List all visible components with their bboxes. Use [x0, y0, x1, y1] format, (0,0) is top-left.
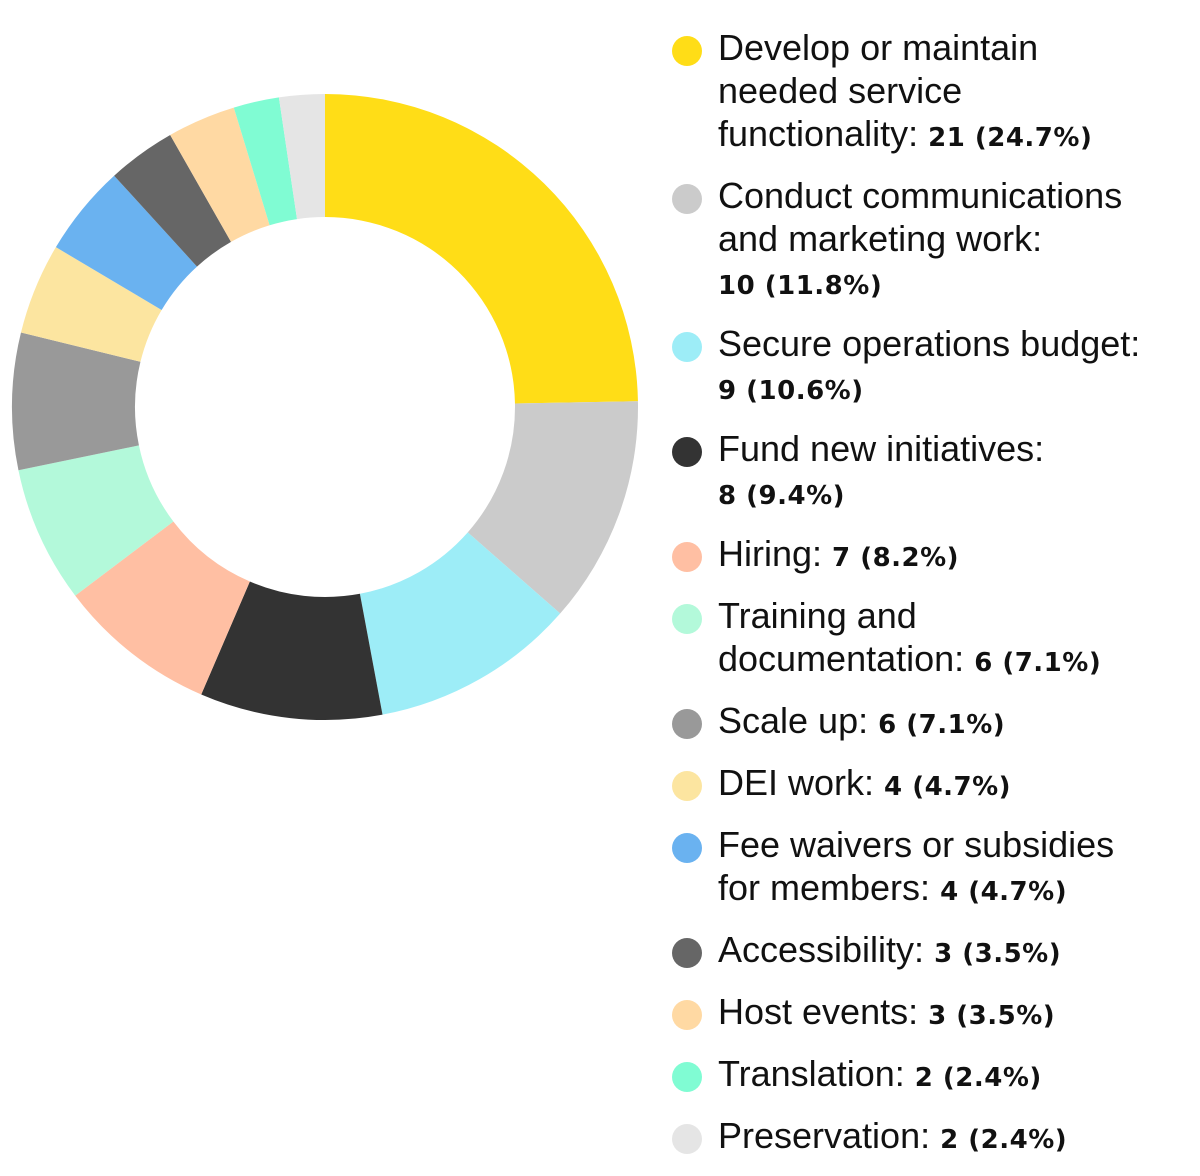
- donut-slice-10: [170, 107, 270, 242]
- donut-slice-2: [359, 532, 561, 715]
- legend-swatch-icon: [672, 938, 702, 968]
- legend-swatch-icon: [672, 604, 702, 634]
- legend-value: 10 (11.8%): [718, 271, 883, 301]
- donut-slice-1: [467, 401, 638, 614]
- donut-slice-4: [75, 521, 250, 695]
- legend-label: Develop or maintain needed service functio…: [718, 27, 1039, 154]
- legend-value: 3 (3.5%): [928, 1001, 1056, 1031]
- legend-label: Secure operations budget:: [718, 323, 1141, 364]
- legend-label: Fund new initiatives:: [718, 428, 1045, 469]
- legend-label: Training and documentation:: [718, 595, 965, 679]
- legend-item: Preservation: 2 (2.4%): [672, 1114, 1192, 1162]
- legend-value: 7 (8.2%): [832, 543, 960, 573]
- legend-value: 3 (3.5%): [934, 939, 1062, 969]
- legend-item: Training and documentation: 6 (7.1%): [672, 594, 1192, 685]
- donut-slice-11: [233, 97, 298, 226]
- legend-swatch-icon: [672, 709, 702, 739]
- legend-label: Accessibility:: [718, 929, 925, 970]
- legend-value: 8 (9.4%): [718, 481, 846, 511]
- legend-value: 6 (7.1%): [974, 648, 1102, 678]
- legend-item: Translation: 2 (2.4%): [672, 1052, 1192, 1100]
- legend-value: 9 (10.6%): [718, 376, 864, 406]
- legend-item: Scale up: 6 (7.1%): [672, 699, 1192, 747]
- legend-item: Accessibility: 3 (3.5%): [672, 928, 1192, 976]
- legend-label: Conduct communications and marketing work…: [718, 175, 1123, 259]
- legend-value: 4 (4.7%): [940, 877, 1068, 907]
- legend-item: Secure operations budget: 9 (10.6%): [672, 322, 1192, 413]
- legend-swatch-icon: [672, 1062, 702, 1092]
- legend-item: Conduct communications and marketing work…: [672, 174, 1192, 308]
- legend-swatch-icon: [672, 184, 702, 214]
- legend-swatch-icon: [672, 1000, 702, 1030]
- legend-label: Preservation:: [718, 1115, 931, 1156]
- legend-label: DEI work:: [718, 762, 875, 803]
- donut-slice-12: [278, 94, 325, 220]
- donut-slice-6: [12, 332, 141, 471]
- legend-swatch-icon: [672, 771, 702, 801]
- legend-swatch-icon: [672, 36, 702, 66]
- legend-item: Develop or maintain needed service functio…: [672, 26, 1192, 160]
- legend-value: 6 (7.1%): [878, 710, 1006, 740]
- legend-label: Fee waivers or subsidies for members:: [718, 824, 1115, 908]
- legend-label: Scale up:: [718, 700, 869, 741]
- legend-item: DEI work: 4 (4.7%): [672, 761, 1192, 809]
- legend-swatch-icon: [672, 437, 702, 467]
- legend-label: Host events:: [718, 991, 919, 1032]
- donut-chart: [12, 94, 638, 720]
- legend-swatch-icon: [672, 332, 702, 362]
- legend-item: Hiring: 7 (8.2%): [672, 532, 1192, 580]
- legend-label: Hiring:: [718, 533, 823, 574]
- donut-slice-7: [20, 247, 162, 362]
- donut-slice-0: [325, 94, 638, 404]
- legend-value: 2 (2.4%): [914, 1063, 1042, 1093]
- legend-swatch-icon: [672, 1124, 702, 1154]
- chart-legend: Develop or maintain needed service functio…: [672, 26, 1192, 1176]
- legend-value: 2 (2.4%): [940, 1125, 1068, 1155]
- donut-slices: [12, 94, 638, 720]
- legend-value: 4 (4.7%): [884, 772, 1012, 802]
- legend-value: 21 (24.7%): [928, 123, 1093, 153]
- legend-item: Fund new initiatives: 8 (9.4%): [672, 427, 1192, 518]
- donut-slice-8: [55, 175, 197, 310]
- legend-item: Fee waivers or subsidies for members: 4 (…: [672, 823, 1192, 914]
- legend-item: Host events: 3 (3.5%): [672, 990, 1192, 1038]
- legend-swatch-icon: [672, 833, 702, 863]
- legend-label: Translation:: [718, 1053, 905, 1094]
- donut-slice-9: [114, 134, 232, 267]
- donut-slice-3: [201, 581, 383, 720]
- legend-swatch-icon: [672, 542, 702, 572]
- donut-slice-5: [18, 445, 174, 596]
